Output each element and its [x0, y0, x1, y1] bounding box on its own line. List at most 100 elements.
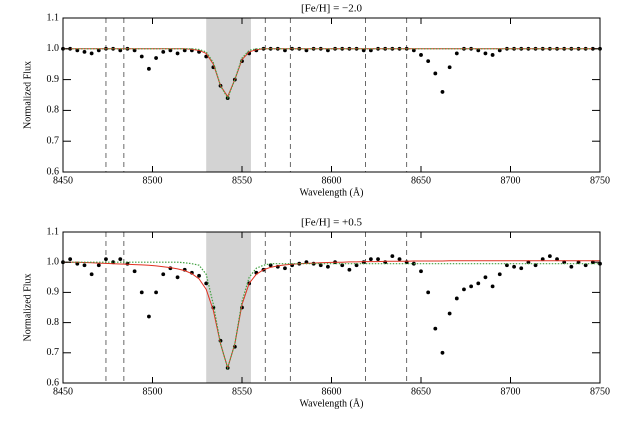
y-tick-label: 1.1 [47, 12, 60, 23]
data-point [197, 273, 201, 278]
data-point [569, 264, 574, 269]
data-point [111, 260, 116, 265]
x-tick-label: 8500 [143, 386, 163, 397]
x-tick-label: 8650 [411, 386, 431, 397]
data-point [440, 90, 445, 94]
data-point [555, 257, 559, 262]
data-point [483, 275, 488, 280]
data-point [268, 263, 273, 268]
x-tick-label: 8500 [143, 175, 163, 186]
data-point [390, 254, 395, 259]
fit-line [63, 260, 600, 370]
x-tick-label: 8450 [53, 175, 73, 186]
data-point [139, 54, 144, 59]
data-point [454, 51, 459, 56]
y-tick-label: 0.9 [47, 74, 60, 85]
plot-frame [62, 231, 601, 384]
data-point [490, 53, 495, 57]
y-tick-label: 0.7 [47, 135, 60, 146]
data-point [462, 287, 466, 292]
y-tick-label: 1.0 [47, 256, 60, 267]
data-point [433, 71, 438, 76]
panel: [Fe/H] = −2.0 8450 8500 8550 8600 8650 8700 875… [22, 3, 610, 199]
y-tick-label: 0.7 [47, 347, 60, 358]
x-tick-label: 8450 [53, 386, 73, 397]
data-point [104, 257, 108, 262]
x-tick-label: 8750 [590, 386, 610, 397]
data-point [154, 56, 158, 60]
data-point [376, 257, 380, 262]
data-point [175, 51, 180, 56]
plot-frame [62, 17, 601, 173]
x-tick-label: 8650 [411, 175, 431, 186]
data-point [583, 263, 588, 268]
panel: [Fe/H] = +0.5 8450 8500 8550 8600 8650 8700 875… [22, 217, 610, 410]
data-point [447, 65, 452, 70]
data-point [497, 48, 502, 53]
y-axis-label: Normalized Flux [22, 273, 33, 341]
x-tick-label: 8550 [232, 175, 252, 186]
data-point [454, 296, 459, 301]
y-tick-label: 0.9 [47, 287, 60, 298]
data-point [147, 66, 151, 71]
data-point [490, 284, 495, 289]
data-point [154, 290, 158, 295]
data-point [132, 269, 137, 274]
y-axis-label: Normalized Flux [22, 61, 33, 129]
data-point [283, 266, 287, 271]
data-point [89, 51, 94, 56]
data-point [512, 264, 516, 269]
data-point [526, 260, 531, 265]
y-tick-label: 0.8 [47, 105, 60, 116]
data-point [204, 281, 209, 286]
data-point [440, 350, 445, 355]
data-point [547, 254, 552, 259]
panel-title: [Fe/H] = −2.0 [301, 3, 362, 15]
x-axis-label: Wavelength (Å) [300, 397, 364, 409]
data-point [96, 263, 101, 268]
data-point [175, 275, 180, 280]
data-point [89, 272, 94, 277]
data-point [476, 281, 481, 286]
data-point [347, 267, 352, 272]
data-point [82, 263, 87, 268]
x-tick-label: 8700 [501, 175, 521, 186]
x-axis-label: Wavelength (Å) [300, 186, 364, 198]
data-point [469, 284, 474, 289]
data-point [368, 48, 373, 53]
fit-line [63, 48, 600, 100]
y-tick-label: 1.0 [47, 43, 60, 54]
data-point [419, 269, 423, 274]
data-point [161, 49, 166, 54]
x-tick-label: 8600 [322, 175, 342, 186]
y-tick-label: 0.6 [47, 166, 60, 177]
data-point [447, 311, 452, 316]
data-point [540, 257, 545, 262]
data-point [139, 290, 144, 295]
data-point [419, 53, 423, 57]
x-tick-label: 8600 [322, 386, 342, 397]
data-point [483, 51, 488, 56]
x-tick-label: 8550 [232, 386, 252, 397]
data-point [519, 266, 524, 271]
fit-line [63, 261, 600, 371]
data-point [433, 326, 438, 331]
panel-title: [Fe/H] = +0.5 [301, 217, 362, 229]
x-tick-label: 8750 [590, 175, 610, 186]
data-point [147, 314, 151, 319]
data-point [326, 264, 330, 269]
data-point [161, 272, 166, 277]
data-point [426, 59, 431, 64]
data-point [397, 257, 402, 262]
data-point [426, 290, 431, 295]
y-tick-label: 0.6 [47, 377, 60, 388]
data-point [118, 257, 123, 262]
data-point [368, 257, 373, 262]
data-point [68, 257, 73, 262]
y-tick-label: 1.1 [47, 226, 60, 237]
data-point [82, 49, 87, 54]
y-tick-label: 0.8 [47, 317, 60, 328]
x-tick-label: 8700 [501, 386, 521, 397]
data-point [497, 272, 502, 277]
